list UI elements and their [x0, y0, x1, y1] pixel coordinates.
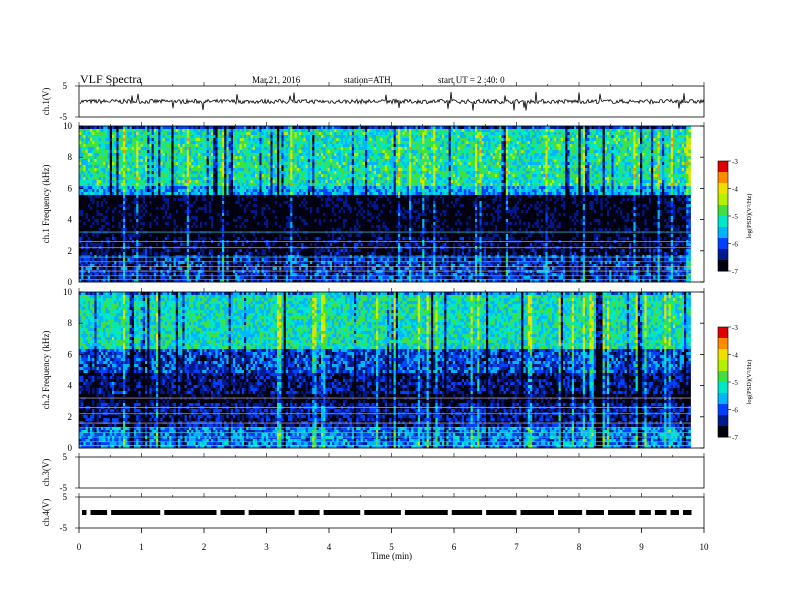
signal-dropout [244, 510, 249, 515]
colorbar-tick-label: -3 [732, 324, 738, 332]
y-tick-label: 6 [68, 349, 73, 359]
x-axis-label: Time (min) [371, 551, 412, 561]
signal-dropout [86, 510, 91, 515]
signal-dropout [160, 510, 165, 515]
date-label: Mar.21, 2016 [252, 75, 300, 85]
colorbar-label: log(PSD)(V²/Hz) [746, 360, 753, 405]
colorbar-tick-label: -5 [732, 213, 738, 221]
signal-dropout [400, 510, 405, 515]
ch4-waveform-ylabel: ch.4(V) [41, 499, 51, 527]
colorbar-tick-label: -7 [732, 268, 738, 276]
x-tick-label: 9 [639, 542, 644, 552]
colorbar-tick-label: -5 [732, 379, 738, 387]
y-tick-label: 0 [68, 277, 73, 287]
signal-dropout [650, 510, 655, 515]
x-tick-label: 0 [77, 542, 82, 552]
ch2-spectrogram-heatmap [79, 292, 692, 449]
colorbar-tick-label: -7 [732, 434, 738, 442]
x-tick-label: 6 [452, 542, 457, 552]
ch2-spectrogram-ylabel: ch.2 Frequency (kHz) [41, 331, 51, 410]
x-tick-label: 10 [700, 542, 710, 552]
x-tick-label: 7 [514, 542, 519, 552]
y-tick-label: 2 [68, 246, 73, 256]
ch3-waveform-frame [78, 456, 705, 489]
colorbar-tick-label: -6 [732, 241, 738, 249]
y-tick-label: -5 [60, 483, 68, 493]
signal-dropout [319, 510, 324, 515]
y-tick-label: -5 [60, 112, 68, 122]
signal-dropout [216, 510, 221, 515]
y-tick-label: -5 [60, 523, 68, 533]
colorbar-tick-label: -4 [732, 186, 738, 194]
ch1-spectrogram-colorbar: -3 -4 -5 -6 -7 log(PSD)(V²/Hz) [717, 158, 753, 276]
x-tick-label: 5 [389, 542, 394, 552]
x-tick-label: 8 [577, 542, 582, 552]
x-tick-label: 2 [202, 542, 207, 552]
ch1-waveform-trace [79, 91, 705, 111]
y-tick-label: 4 [68, 381, 73, 391]
start-time-label: start UT = 2 :40: 0 [438, 75, 505, 85]
ch3-waveform-ylabel: ch.3(V) [41, 459, 51, 487]
signal-dropout [107, 510, 112, 515]
y-tick-label: 10 [63, 287, 73, 297]
ch1-waveform-ylabel: ch.1(V) [41, 88, 51, 116]
colorbar-tick-label: -6 [732, 407, 738, 415]
signal-dropout [360, 510, 365, 515]
signal-dropout [604, 510, 608, 515]
signal-dropout [582, 510, 587, 515]
ch1-spectrogram-heatmap [79, 126, 692, 283]
y-tick-label: 2 [68, 412, 73, 422]
signal-dropout [447, 510, 452, 515]
y-tick-label: 5 [63, 492, 68, 502]
figure-title: VLF Spectra [80, 72, 142, 87]
signal-dropout [516, 510, 521, 515]
y-tick-label: 5 [63, 81, 68, 91]
y-tick-label: 8 [68, 152, 73, 162]
y-tick-label: 5 [63, 452, 68, 462]
y-tick-label: 10 [63, 121, 73, 131]
signal-dropout [679, 510, 683, 515]
x-tick-label: 1 [139, 542, 144, 552]
colorbar-label: log(PSD)(V²/Hz) [746, 194, 753, 239]
y-tick-label: 6 [68, 183, 73, 193]
signal-dropout [294, 510, 299, 515]
signal-dropout [554, 510, 558, 515]
x-tick-label: 4 [327, 542, 332, 552]
signal-dropout [666, 510, 671, 515]
signal-dropout [482, 510, 487, 515]
ch1-spectrogram-ylabel: ch.1 Frequency (kHz) [41, 165, 51, 244]
y-tick-label: 0 [68, 443, 73, 453]
colorbar-tick-label: -4 [732, 352, 738, 360]
ch2-spectrogram-colorbar: -3 -4 -5 -6 -7 log(PSD)(V²/Hz) [717, 324, 753, 442]
signal-dropout [635, 510, 640, 515]
colorbar-tick-label: -3 [732, 158, 738, 166]
y-tick-label: 8 [68, 318, 73, 328]
y-tick-label: 4 [68, 215, 73, 225]
station-label: station=ATH [344, 75, 391, 85]
x-tick-label: 3 [264, 542, 269, 552]
ch4-signal-band [82, 510, 692, 515]
